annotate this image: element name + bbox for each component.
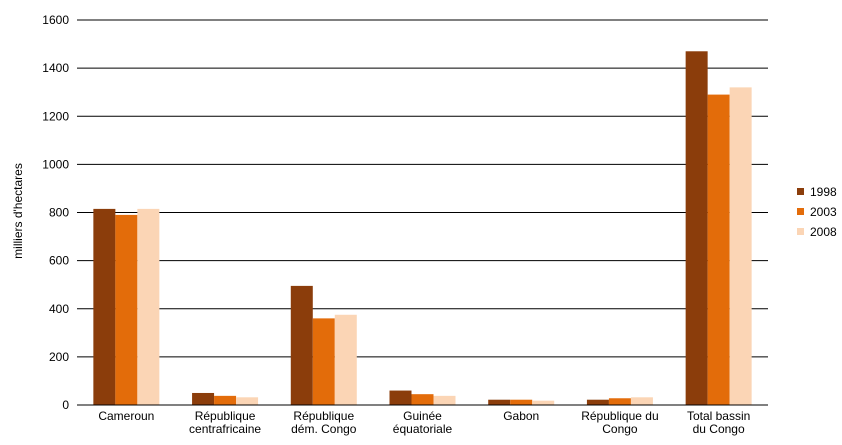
bar xyxy=(334,314,357,405)
x-axis-ticks: Cameroun République centrafricaineRépubliq… xyxy=(98,409,750,436)
x-tick-label: Cameroun xyxy=(98,409,154,423)
bar xyxy=(707,94,730,405)
bar xyxy=(685,51,708,405)
x-tick-label-line: du Congo xyxy=(693,422,745,436)
x-tick-label-line: Guinée xyxy=(403,409,442,423)
legend-label: 2008 xyxy=(810,225,837,239)
bar xyxy=(411,394,434,405)
bar xyxy=(729,87,752,405)
y-tick-label: 1000 xyxy=(42,157,69,171)
x-tick-label-line: Cameroun xyxy=(98,409,154,423)
bar xyxy=(532,400,555,405)
bar xyxy=(236,397,259,405)
bar xyxy=(630,397,653,405)
y-tick-label: 0 xyxy=(62,398,69,412)
y-tick-label: 1200 xyxy=(42,109,69,123)
bar xyxy=(312,318,335,405)
x-tick-label-line: République du xyxy=(581,409,658,423)
legend-swatch xyxy=(797,228,804,235)
y-tick-label: 200 xyxy=(49,350,69,364)
bar xyxy=(214,395,237,405)
bar xyxy=(510,399,533,405)
x-tick-label: Gabon xyxy=(503,409,539,423)
gridlines xyxy=(77,19,768,358)
x-tick-label: Total bassin du Congo xyxy=(687,409,750,436)
y-tick-label: 1600 xyxy=(42,13,69,27)
y-tick-label: 1400 xyxy=(42,61,69,75)
x-tick-label: République du Congo xyxy=(581,409,658,436)
legend-label: 1998 xyxy=(810,185,837,199)
y-tick-label: 600 xyxy=(49,254,69,268)
bar xyxy=(192,392,215,405)
x-tick-label-line: République xyxy=(195,409,256,423)
x-tick-label-line: équatoriale xyxy=(393,422,453,436)
legend-swatch xyxy=(797,188,804,195)
bar xyxy=(488,399,511,405)
legend-label: 2003 xyxy=(810,205,837,219)
y-axis-label: milliers d'hectares xyxy=(11,163,25,259)
x-tick-label: République dém. Congo xyxy=(291,409,357,436)
bar xyxy=(137,208,160,405)
x-tick-label-line: dém. Congo xyxy=(291,422,357,436)
legend: 1998 2003 2008 xyxy=(797,185,837,239)
x-tick-label-line: Total bassin xyxy=(687,409,750,423)
bar xyxy=(115,214,138,405)
x-tick-label-line: République xyxy=(293,409,354,423)
x-tick-label-line: Congo xyxy=(602,422,638,436)
x-tick-label: République centrafricaine xyxy=(189,409,261,436)
x-tick-label-line: centrafricaine xyxy=(189,422,261,436)
x-tick-label: Guinée équatoriale xyxy=(393,409,453,436)
bar xyxy=(608,398,631,405)
y-tick-label: 800 xyxy=(49,206,69,220)
bar xyxy=(93,208,116,405)
bar xyxy=(586,399,609,405)
y-axis-ticks: 0 200 400 600 800 1000 1200 1400 1600 xyxy=(42,13,69,412)
y-tick-label: 400 xyxy=(49,302,69,316)
x-tick-label-line: Gabon xyxy=(503,409,539,423)
legend-swatch xyxy=(797,208,804,215)
bar xyxy=(389,390,412,405)
bar xyxy=(433,395,456,405)
bars xyxy=(93,51,752,405)
bar xyxy=(290,285,313,405)
